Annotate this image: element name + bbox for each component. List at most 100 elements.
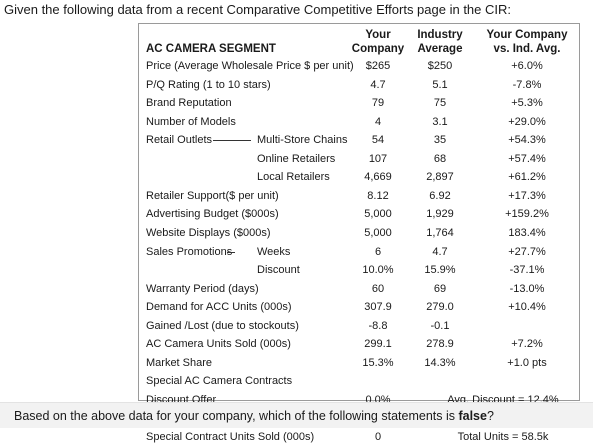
row-label: P/Q Rating (1 to 10 stars): [146, 78, 271, 91]
table-row: Warranty Period (days) 60 69 -13.0%: [139, 280, 579, 298]
row-label: Warranty Period (days): [146, 282, 259, 295]
vs-industry-value: +54.3%: [508, 134, 546, 147]
vs-industry-value: 183.4%: [508, 226, 546, 239]
industry-average-value: -0.1: [430, 319, 450, 332]
your-company-value: 5,000: [364, 226, 392, 239]
industry-average-value: 35: [433, 134, 447, 147]
table-row: Local Retailers 4,669 2,897 +61.2%: [139, 168, 579, 186]
table-row: Demand for ACC Units (000s) 307.9 279.0 +10…: [139, 298, 579, 316]
your-company-value: 15.3%: [362, 356, 394, 369]
industry-average-value: 75: [433, 97, 447, 110]
your-company-value: -8.8: [368, 319, 388, 332]
your-company-value: 4,669: [364, 171, 392, 184]
your-company-value: 79: [371, 97, 385, 110]
table-row: Discount 10.0% 15.9% -37.1%: [139, 261, 579, 279]
vs-industry-value: +5.3%: [511, 97, 543, 110]
row-label: AC Camera Units Sold (000s): [146, 338, 291, 351]
row-label: Demand for ACC Units (000s): [146, 301, 292, 314]
question-emphasis: false: [458, 409, 487, 423]
table-row: Market Share 15.3% 14.3% +1.0 pts: [139, 354, 579, 372]
industry-average-value: 4.7: [432, 245, 448, 258]
industry-average-value: 14.3%: [424, 356, 456, 369]
your-company-value: 107: [368, 152, 388, 165]
your-company-value: 10.0%: [362, 264, 394, 277]
table-row: Advertising Budget ($000s) 5,000 1,929 +159…: [139, 205, 579, 223]
industry-average-value: 3.1: [432, 115, 448, 128]
table-row: Retail Outlets Multi-Store Chains 54 35 +54.…: [139, 131, 579, 149]
vs-industry-value: +159.2%: [505, 208, 549, 221]
row-label: Retailer Support($ per unit): [146, 189, 279, 202]
row-label: Website Displays ($000s): [146, 226, 271, 239]
your-company-value: $265: [365, 60, 391, 72]
industry-average-value: 6.92: [429, 189, 451, 202]
row-sublabel: Online Retailers: [257, 152, 336, 165]
connector-line: [213, 140, 251, 142]
vs-industry-value: +61.2%: [508, 171, 546, 184]
question-bar: Based on the above data for your company…: [0, 402, 593, 428]
question-suffix: ?: [486, 409, 494, 423]
question-text: Based on the above data for your company…: [14, 409, 494, 423]
industry-average-value: 15.9%: [424, 264, 456, 277]
your-company-value: 4: [374, 115, 382, 128]
vs-industry-value: +27.7%: [508, 245, 546, 258]
header-row-2: AC CAMERA SEGMENT Company Average vs. In…: [139, 40, 579, 58]
your-company-value: 5,000: [364, 208, 392, 221]
vs-industry-value: -37.1%: [509, 264, 545, 277]
col3-header-line1: Your Company: [486, 29, 568, 41]
segment-header: AC CAMERA SEGMENT: [146, 43, 276, 55]
question-prefix: Based on the above data for your company…: [14, 409, 459, 423]
row-label: Special AC Camera Contracts: [146, 375, 293, 388]
row-label: Advertising Budget ($000s): [146, 208, 279, 221]
your-company-value: 8.12: [367, 189, 389, 202]
vs-industry-value: +10.4%: [508, 301, 546, 314]
industry-average-value: 1,929: [426, 208, 454, 221]
row-label: Brand Reputation: [146, 97, 232, 110]
vs-industry-value: -13.0%: [509, 282, 545, 295]
your-company-value: 4.7: [370, 78, 386, 91]
contract-row: Special Contract Units Sold (000s) 0 Total…: [139, 428, 579, 446]
row-sublabel: Multi-Store Chains: [257, 134, 348, 147]
industry-average-value: 5.1: [432, 78, 448, 91]
col1-header-line2: Company: [351, 43, 405, 55]
table-row: Gained /Lost (due to stockouts) -8.8 -0.1: [139, 317, 579, 335]
vs-industry-value: +57.4%: [508, 152, 546, 165]
industry-average-value: 69: [433, 282, 447, 295]
row-label: Sales Promotions: [146, 245, 233, 258]
col2-header-line1: Industry: [417, 29, 463, 41]
row-label: Market Share: [146, 356, 213, 369]
vs-industry-value: +29.0%: [508, 115, 546, 128]
row-label: Special Contract Units Sold (000s): [146, 431, 315, 443]
table-row: Retailer Support($ per unit) 8.12 6.92 +17.…: [139, 187, 579, 205]
table-row: AC Camera Units Sold (000s) 299.1 278.9 +7.…: [139, 335, 579, 353]
industry-average-value: 1,764: [426, 226, 454, 239]
industry-average-value: 2,897: [426, 171, 454, 184]
your-company-value: 54: [371, 134, 385, 147]
table-row: Sales Promotions Weeks 6 4.7 +27.7%: [139, 243, 579, 261]
vs-industry-value: -7.8%: [512, 78, 542, 91]
industry-average-value: 278.9: [426, 338, 454, 351]
table-row: Number of Models 4 3.1 +29.0%: [139, 113, 579, 131]
contract-note: Total Units = 58.5k: [457, 431, 549, 443]
industry-average-value: 279.0: [426, 301, 454, 314]
row-label: Price (Average Wholesale Price $ per uni…: [146, 60, 354, 72]
row-sublabel: Local Retailers: [257, 171, 330, 184]
your-company-value: 299.1: [364, 338, 392, 351]
table-row: P/Q Rating (1 to 10 stars) 4.7 5.1 -7.8%: [139, 76, 579, 94]
table-row: Price (Average Wholesale Price $ per uni…: [139, 57, 579, 75]
table-row: Special AC Camera Contracts: [139, 372, 579, 390]
your-company-value: 6: [374, 245, 382, 258]
row-label: Retail Outlets: [146, 134, 213, 147]
row-sublabel: Weeks: [257, 245, 291, 258]
row-sublabel: Discount: [257, 264, 300, 277]
your-company-value: 60: [371, 282, 385, 295]
vs-industry-value: +1.0 pts: [507, 356, 547, 369]
header-row-1: Your Industry Your Company: [139, 26, 579, 44]
your-company-value: 307.9: [364, 301, 392, 314]
col1-header-line1: Your: [365, 29, 391, 41]
col3-header-line2: vs. Ind. Avg.: [493, 43, 561, 55]
connector-line: [227, 251, 235, 253]
vs-industry-value: +7.2%: [511, 338, 543, 351]
col2-header-line2: Average: [417, 43, 463, 55]
intro-text: Given the following data from a recent C…: [4, 2, 512, 17]
table-row: Online Retailers 107 68 +57.4%: [139, 150, 579, 168]
